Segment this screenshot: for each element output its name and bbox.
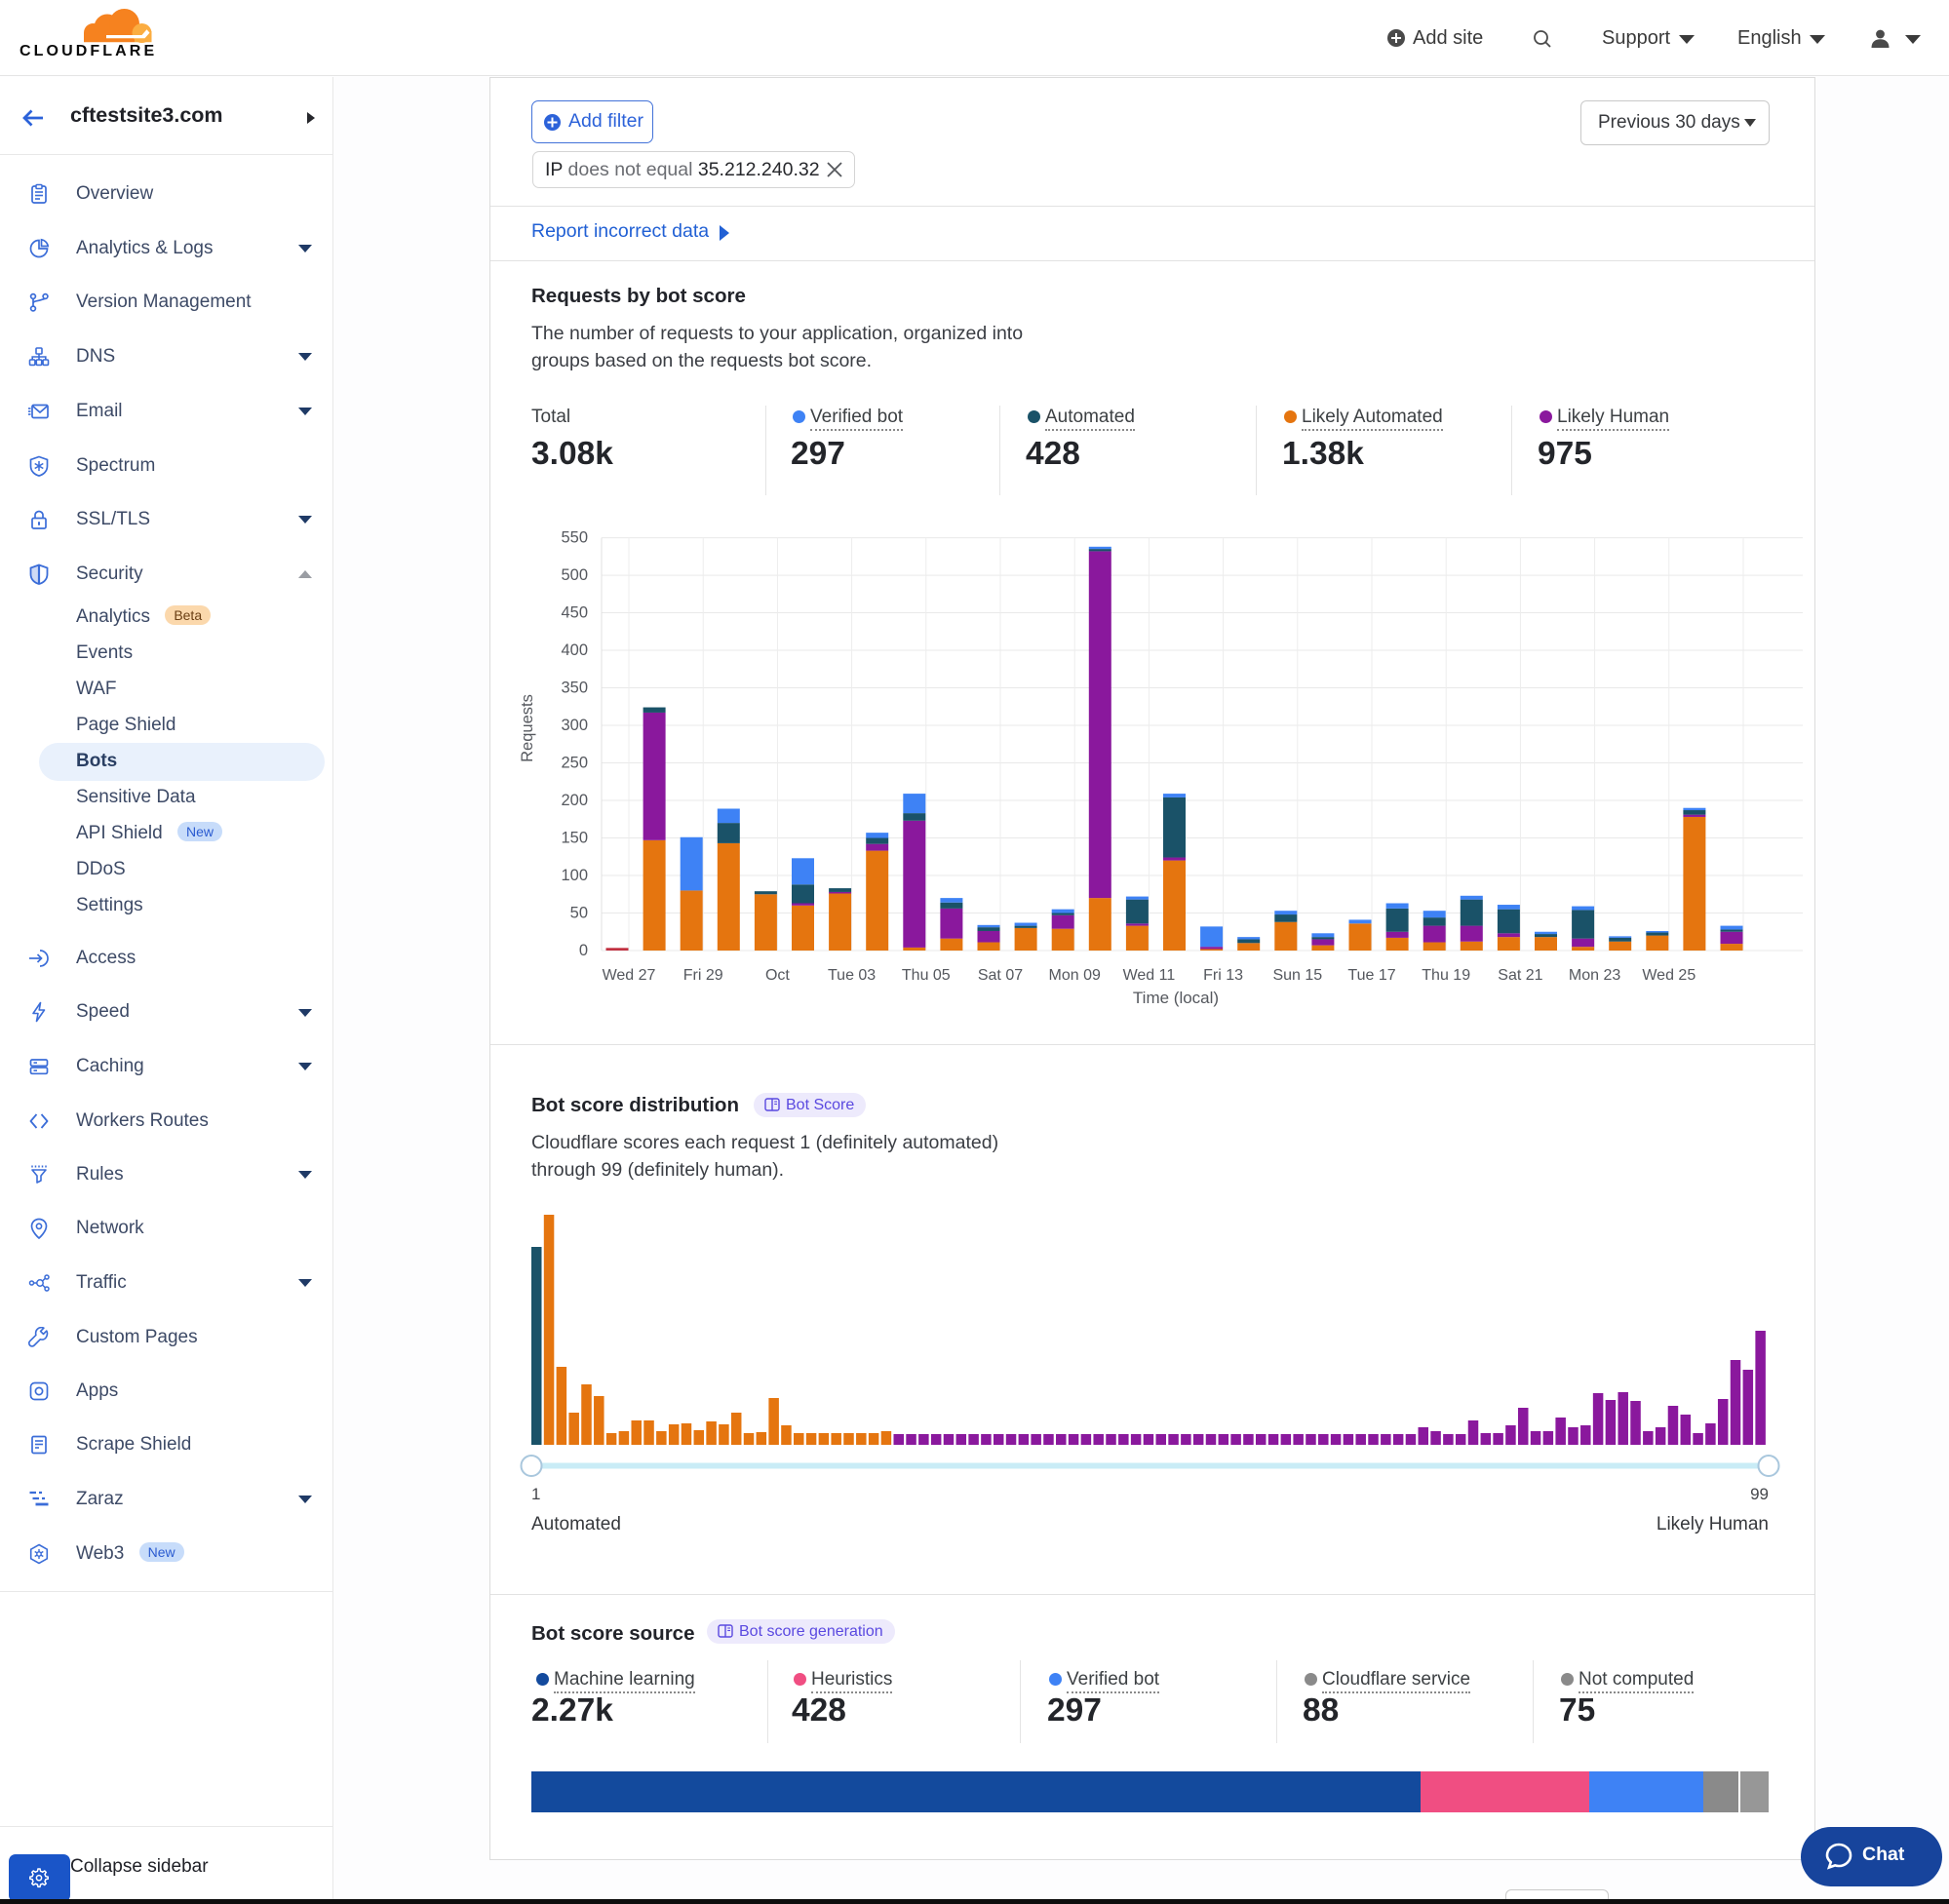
svg-text:Mon 09: Mon 09 <box>1049 967 1101 984</box>
svg-text:Time (local): Time (local) <box>1133 989 1219 1007</box>
svg-text:350: 350 <box>561 680 588 697</box>
svg-text:100: 100 <box>561 867 588 884</box>
svg-text:550: 550 <box>561 529 588 547</box>
svg-text:1: 1 <box>531 1485 540 1503</box>
svg-text:Thu 05: Thu 05 <box>902 967 951 984</box>
svg-text:50: 50 <box>570 905 588 922</box>
svg-text:250: 250 <box>561 755 588 772</box>
svg-text:300: 300 <box>561 717 588 734</box>
svg-text:Fri 29: Fri 29 <box>683 967 723 984</box>
svg-text:Fri 13: Fri 13 <box>1203 967 1243 984</box>
svg-text:Wed 11: Wed 11 <box>1123 967 1176 984</box>
svg-text:Sun 15: Sun 15 <box>1272 967 1322 984</box>
svg-text:Mon 23: Mon 23 <box>1569 967 1620 984</box>
svg-text:450: 450 <box>561 604 588 622</box>
svg-text:Sat 07: Sat 07 <box>978 967 1023 984</box>
svg-text:200: 200 <box>561 792 588 809</box>
svg-text:Likely Human: Likely Human <box>1657 1514 1769 1535</box>
svg-text:Wed 25: Wed 25 <box>1642 967 1696 984</box>
svg-text:Tue 03: Tue 03 <box>828 967 876 984</box>
svg-text:500: 500 <box>561 566 588 584</box>
svg-text:0: 0 <box>579 942 588 959</box>
svg-text:Thu 19: Thu 19 <box>1422 967 1470 984</box>
svg-text:150: 150 <box>561 830 588 847</box>
svg-text:Oct: Oct <box>765 967 790 984</box>
svg-text:99: 99 <box>1750 1485 1769 1503</box>
svg-text:Wed 27: Wed 27 <box>603 967 656 984</box>
svg-text:400: 400 <box>561 641 588 659</box>
svg-text:Sat 21: Sat 21 <box>1498 967 1542 984</box>
svg-text:Tue 17: Tue 17 <box>1347 967 1395 984</box>
svg-text:Requests: Requests <box>519 694 536 762</box>
svg-text:Automated: Automated <box>531 1514 621 1535</box>
